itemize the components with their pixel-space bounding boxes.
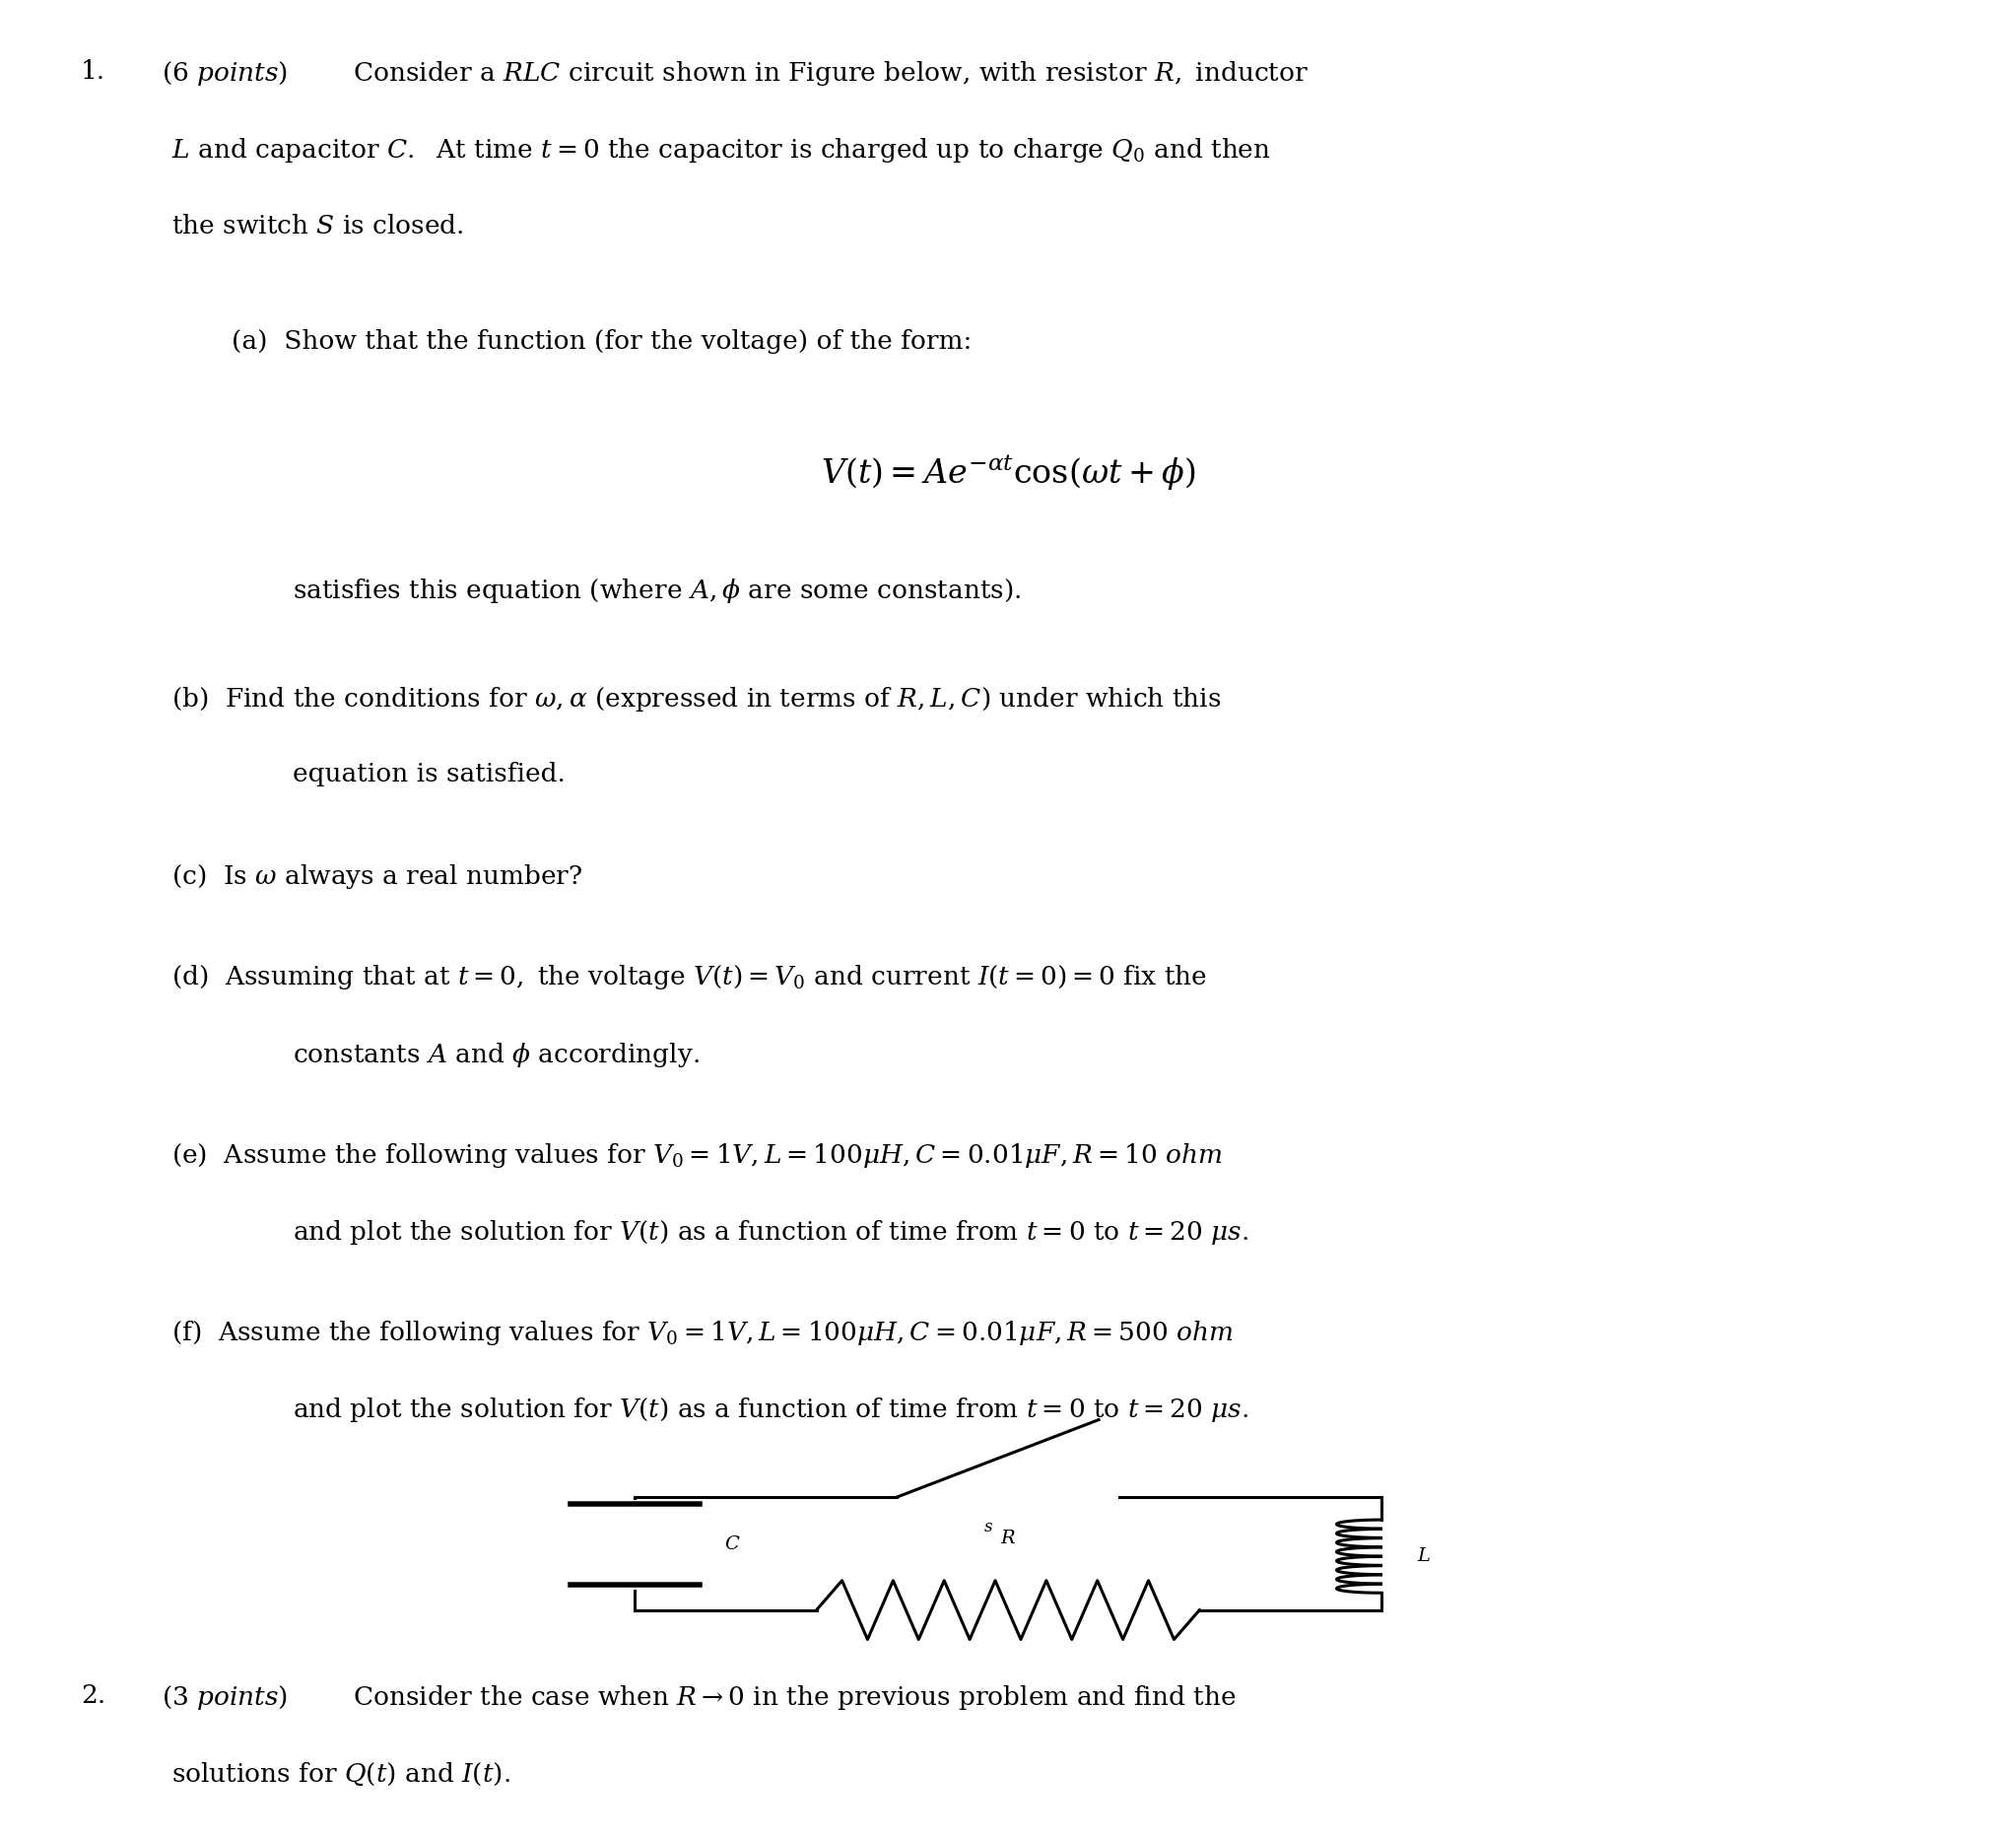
Text: 2.: 2. — [81, 1684, 105, 1708]
Text: $V(t) = Ae^{-\alpha t}\cos(\omega t + \phi)$: $V(t) = Ae^{-\alpha t}\cos(\omega t + \p… — [821, 453, 1195, 493]
Text: the switch $\mathit{S}$ is closed.: the switch $\mathit{S}$ is closed. — [171, 213, 464, 237]
Text: solutions for $Q(t)$ and $\mathit{I}(t).$: solutions for $Q(t)$ and $\mathit{I}(t).… — [171, 1761, 510, 1788]
Text: $\mathit{s}$: $\mathit{s}$ — [984, 1520, 992, 1536]
Text: Consider a $\mathit{RLC}$ circuit shown in Figure below, with resistor $\mathit{: Consider a $\mathit{RLC}$ circuit shown … — [353, 59, 1308, 88]
Text: satisfies this equation (where $A, \phi$ are some constants).: satisfies this equation (where $A, \phi$… — [292, 576, 1020, 605]
Text: and plot the solution for $V(t)$ as a function of time from $t=0$ to $t=20\ \mu : and plot the solution for $V(t)$ as a fu… — [292, 1218, 1248, 1248]
Text: and plot the solution for $V(t)$ as a function of time from $t=0$ to $t=20\ \mu : and plot the solution for $V(t)$ as a fu… — [292, 1397, 1248, 1424]
Text: equation is satisfied.: equation is satisfied. — [292, 762, 564, 788]
Text: (e)  Assume the following values for $V_0=1V, L=100\mu H, C=0.01\mu F, R=10\ \ma: (e) Assume the following values for $V_0… — [171, 1141, 1222, 1170]
Text: $(3\ \mathit{points})$: $(3\ \mathit{points})$ — [161, 1684, 288, 1713]
Text: Consider the case when $\mathit{R} \rightarrow 0$ in the previous problem and fi: Consider the case when $\mathit{R} \righ… — [353, 1684, 1236, 1713]
Text: (f)  Assume the following values for $V_0=1V, L=100\mu H, C=0.01\mu F, R=500\ \m: (f) Assume the following values for $V_0… — [171, 1319, 1234, 1347]
Text: constants $A$ and $\phi$ accordingly.: constants $A$ and $\phi$ accordingly. — [292, 1040, 700, 1069]
Text: $\mathit{L}$ and capacitor $\mathit{C}.$  At time $\mathit{t}=0$ the capacitor i: $\mathit{L}$ and capacitor $\mathit{C}.$… — [171, 136, 1270, 166]
Text: (d)  Assuming that at $t=0,$ the voltage $V(t)=V_0$ and current $I(t=0)=0$ fix t: (d) Assuming that at $t=0,$ the voltage … — [171, 962, 1208, 992]
Text: $(6\ \mathit{points})$: $(6\ \mathit{points})$ — [161, 59, 288, 88]
Text: $\mathit{R}$: $\mathit{R}$ — [1000, 1529, 1016, 1547]
Text: $\mathit{C}$: $\mathit{C}$ — [724, 1536, 740, 1553]
Text: $\mathit{L}$: $\mathit{L}$ — [1417, 1547, 1431, 1566]
Text: (b)  Find the conditions for $\omega, \alpha$ (expressed in terms of $\mathit{R}: (b) Find the conditions for $\omega, \al… — [171, 684, 1222, 714]
Text: 1.: 1. — [81, 59, 105, 83]
Text: (a)  Show that the function (for the voltage) of the form:: (a) Show that the function (for the volt… — [232, 329, 972, 353]
Text: (c)  Is $\omega$ always a real number?: (c) Is $\omega$ always a real number? — [171, 863, 583, 891]
